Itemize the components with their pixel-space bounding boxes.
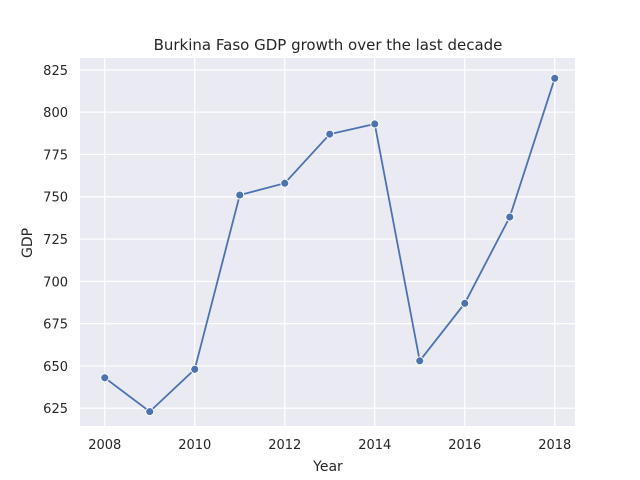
x-tick-label: 2012 <box>268 438 301 453</box>
x-axis-label: Year <box>312 459 343 475</box>
x-tick-label: 2018 <box>538 438 571 453</box>
data-point <box>280 178 290 188</box>
y-tick-label: 750 <box>43 191 68 206</box>
y-tick-label: 800 <box>43 106 68 121</box>
x-axis-ticks: 2008 2010 2012 2014 2016 2018 <box>88 438 571 453</box>
x-tick-label: 2008 <box>88 438 121 453</box>
data-point <box>100 373 110 383</box>
x-tick-label: 2016 <box>448 438 481 453</box>
x-tick-label: 2014 <box>358 438 391 453</box>
data-point <box>505 212 515 222</box>
y-tick-label: 675 <box>43 318 68 333</box>
y-tick-label: 825 <box>43 64 68 79</box>
data-point <box>145 407 155 417</box>
data-point <box>190 364 200 374</box>
gdp-series-points <box>100 73 560 417</box>
data-point <box>460 298 470 308</box>
y-axis-label: GDP <box>20 228 36 258</box>
plot-background <box>80 58 575 426</box>
x-tick-label: 2010 <box>178 438 211 453</box>
y-tick-label: 700 <box>43 275 68 290</box>
data-point <box>550 73 560 83</box>
chart-title: Burkina Faso GDP growth over the last de… <box>154 36 503 54</box>
y-axis-ticks: 625 650 675 700 725 750 775 800 825 <box>43 64 68 417</box>
data-point <box>415 356 425 366</box>
data-point <box>235 190 245 200</box>
data-point <box>370 119 380 129</box>
grid-lines <box>80 58 575 426</box>
y-tick-label: 775 <box>43 148 68 163</box>
data-point <box>325 129 335 139</box>
y-tick-label: 725 <box>43 233 68 248</box>
y-tick-label: 625 <box>43 402 68 417</box>
y-tick-label: 650 <box>43 360 68 375</box>
